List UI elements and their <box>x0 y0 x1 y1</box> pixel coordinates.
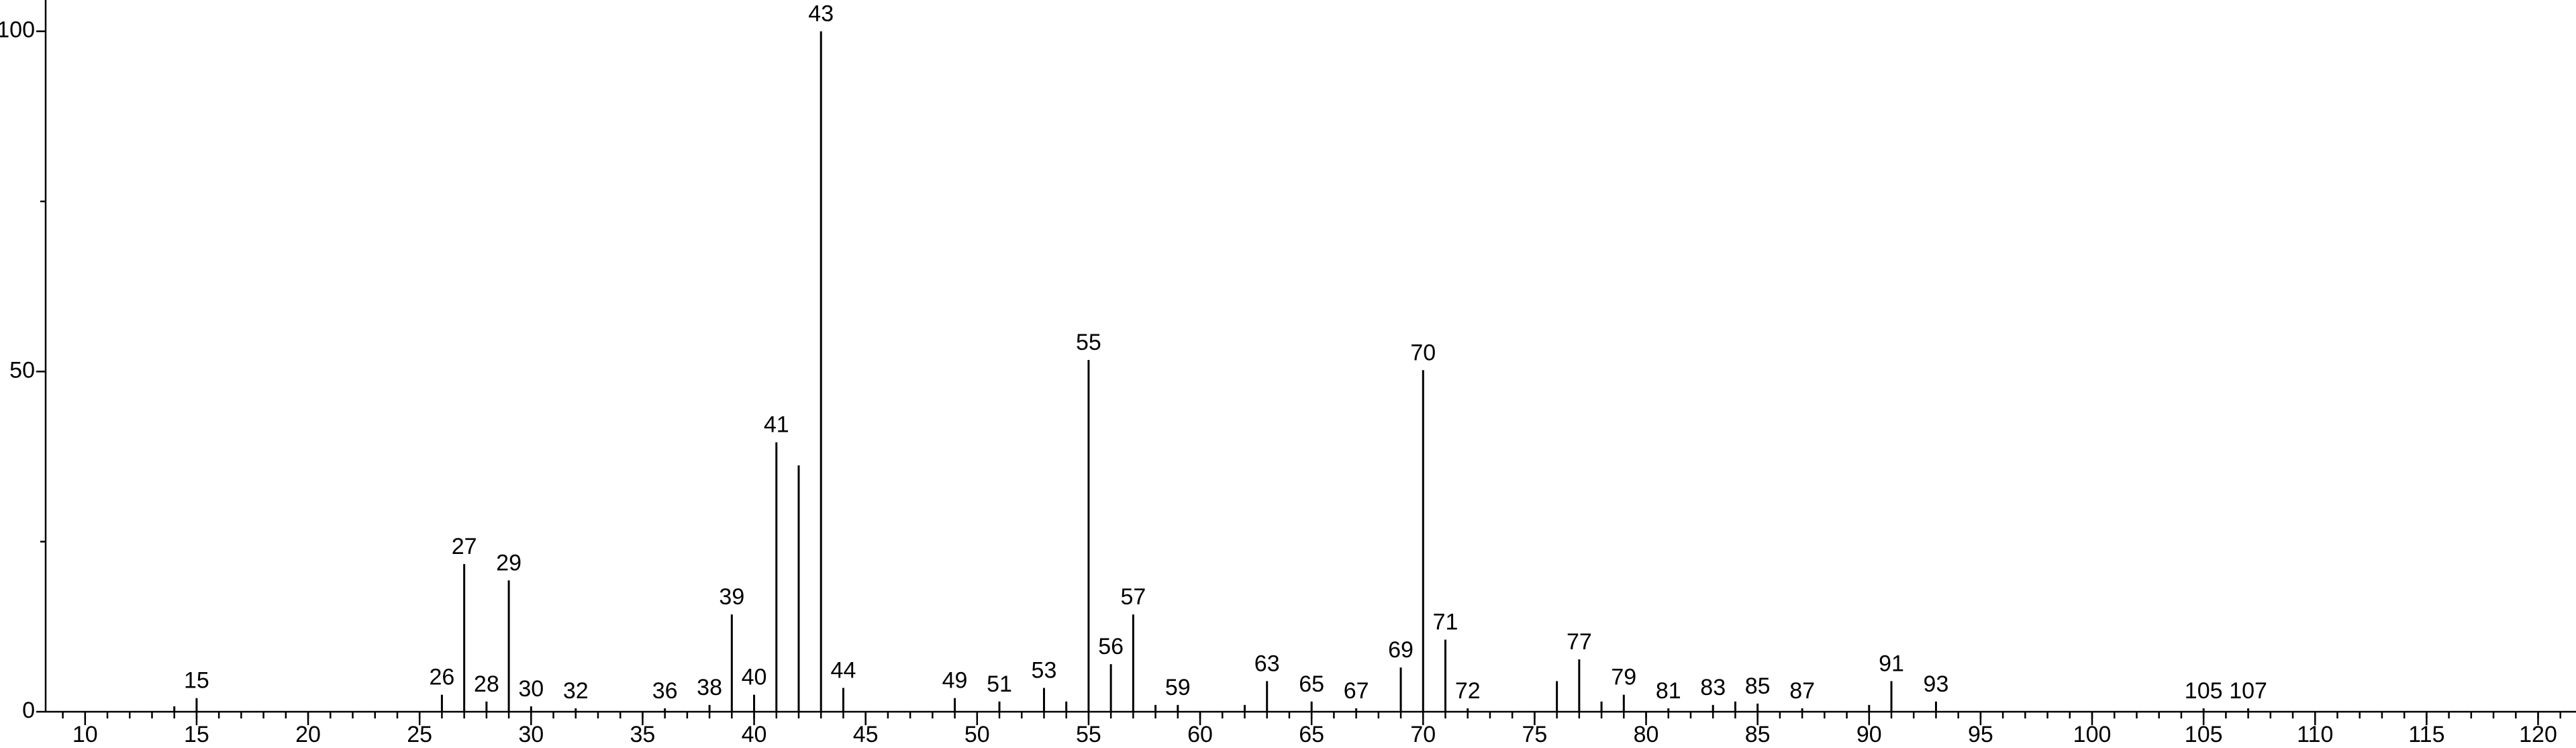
peak-label: 38 <box>697 675 722 700</box>
peak-label: 28 <box>474 671 499 697</box>
peak-label: 29 <box>496 550 522 575</box>
x-tick-label: 80 <box>1634 722 1659 747</box>
x-tick-label: 100 <box>2073 722 2112 747</box>
peak-label: 43 <box>808 1 834 27</box>
peak-label: 44 <box>831 658 856 684</box>
x-tick-label: 120 <box>2519 722 2557 747</box>
peak-label: 53 <box>1032 658 1057 684</box>
peak-label: 87 <box>1789 678 1815 704</box>
x-tick-label: 45 <box>853 722 879 747</box>
x-tick-label: 55 <box>1076 722 1101 747</box>
peak-label: 93 <box>1924 671 1949 697</box>
x-tick-label: 70 <box>1410 722 1436 747</box>
peak-label: 71 <box>1433 610 1458 635</box>
peak-label: 85 <box>1745 673 1771 699</box>
peak-label: 81 <box>1656 678 1681 704</box>
x-tick-label: 105 <box>2185 722 2223 747</box>
peak-label: 26 <box>429 665 454 690</box>
x-tick-label: 15 <box>184 722 209 747</box>
x-tick-label: 25 <box>407 722 432 747</box>
peak-label: 72 <box>1455 678 1481 704</box>
peak-label: 27 <box>452 534 477 559</box>
x-tick-label: 40 <box>742 722 767 747</box>
peak-label: 39 <box>719 584 744 610</box>
peak-label: 41 <box>764 412 789 438</box>
y-tick-label: 0 <box>22 698 35 723</box>
x-tick-label: 75 <box>1522 722 1547 747</box>
x-tick-label: 30 <box>518 722 544 747</box>
y-tick-label: 50 <box>9 357 35 383</box>
peak-label: 56 <box>1098 634 1124 659</box>
x-tick-label: 60 <box>1187 722 1213 747</box>
peak-label: 40 <box>742 665 767 690</box>
peak-label: 65 <box>1299 671 1324 697</box>
peak-label: 67 <box>1344 678 1369 704</box>
peak-label: 107 <box>2229 678 2267 704</box>
peak-label: 69 <box>1388 637 1414 663</box>
peak-label: 55 <box>1076 330 1101 355</box>
y-tick-label: 100 <box>0 17 35 43</box>
peak-label: 91 <box>1879 651 1904 676</box>
peak-label: 105 <box>2185 678 2223 704</box>
x-tick-label: 110 <box>2297 722 2333 747</box>
x-tick-label: 95 <box>1968 722 1993 747</box>
peak-label: 30 <box>518 676 544 702</box>
x-tick-label: 85 <box>1745 722 1771 747</box>
x-tick-label: 35 <box>630 722 656 747</box>
x-tick-label: 115 <box>2408 722 2444 747</box>
x-tick-label: 50 <box>964 722 990 747</box>
peak-label: 36 <box>652 678 678 704</box>
peak-label: 51 <box>987 671 1012 697</box>
peak-label: 15 <box>184 668 209 694</box>
peak-label: 77 <box>1567 629 1592 655</box>
peak-label: 32 <box>563 678 589 704</box>
x-tick-label: 90 <box>1856 722 1882 747</box>
x-tick-label: 65 <box>1299 722 1324 747</box>
x-tick-label: 10 <box>72 722 98 747</box>
peak-label: 70 <box>1410 340 1436 365</box>
x-tick-label: 20 <box>295 722 321 747</box>
peak-label: 49 <box>942 668 968 694</box>
peak-label: 83 <box>1700 675 1726 700</box>
peak-label: 63 <box>1254 651 1280 676</box>
peak-label: 79 <box>1611 665 1636 690</box>
peak-label: 59 <box>1165 675 1191 700</box>
peak-label: 57 <box>1120 584 1146 610</box>
